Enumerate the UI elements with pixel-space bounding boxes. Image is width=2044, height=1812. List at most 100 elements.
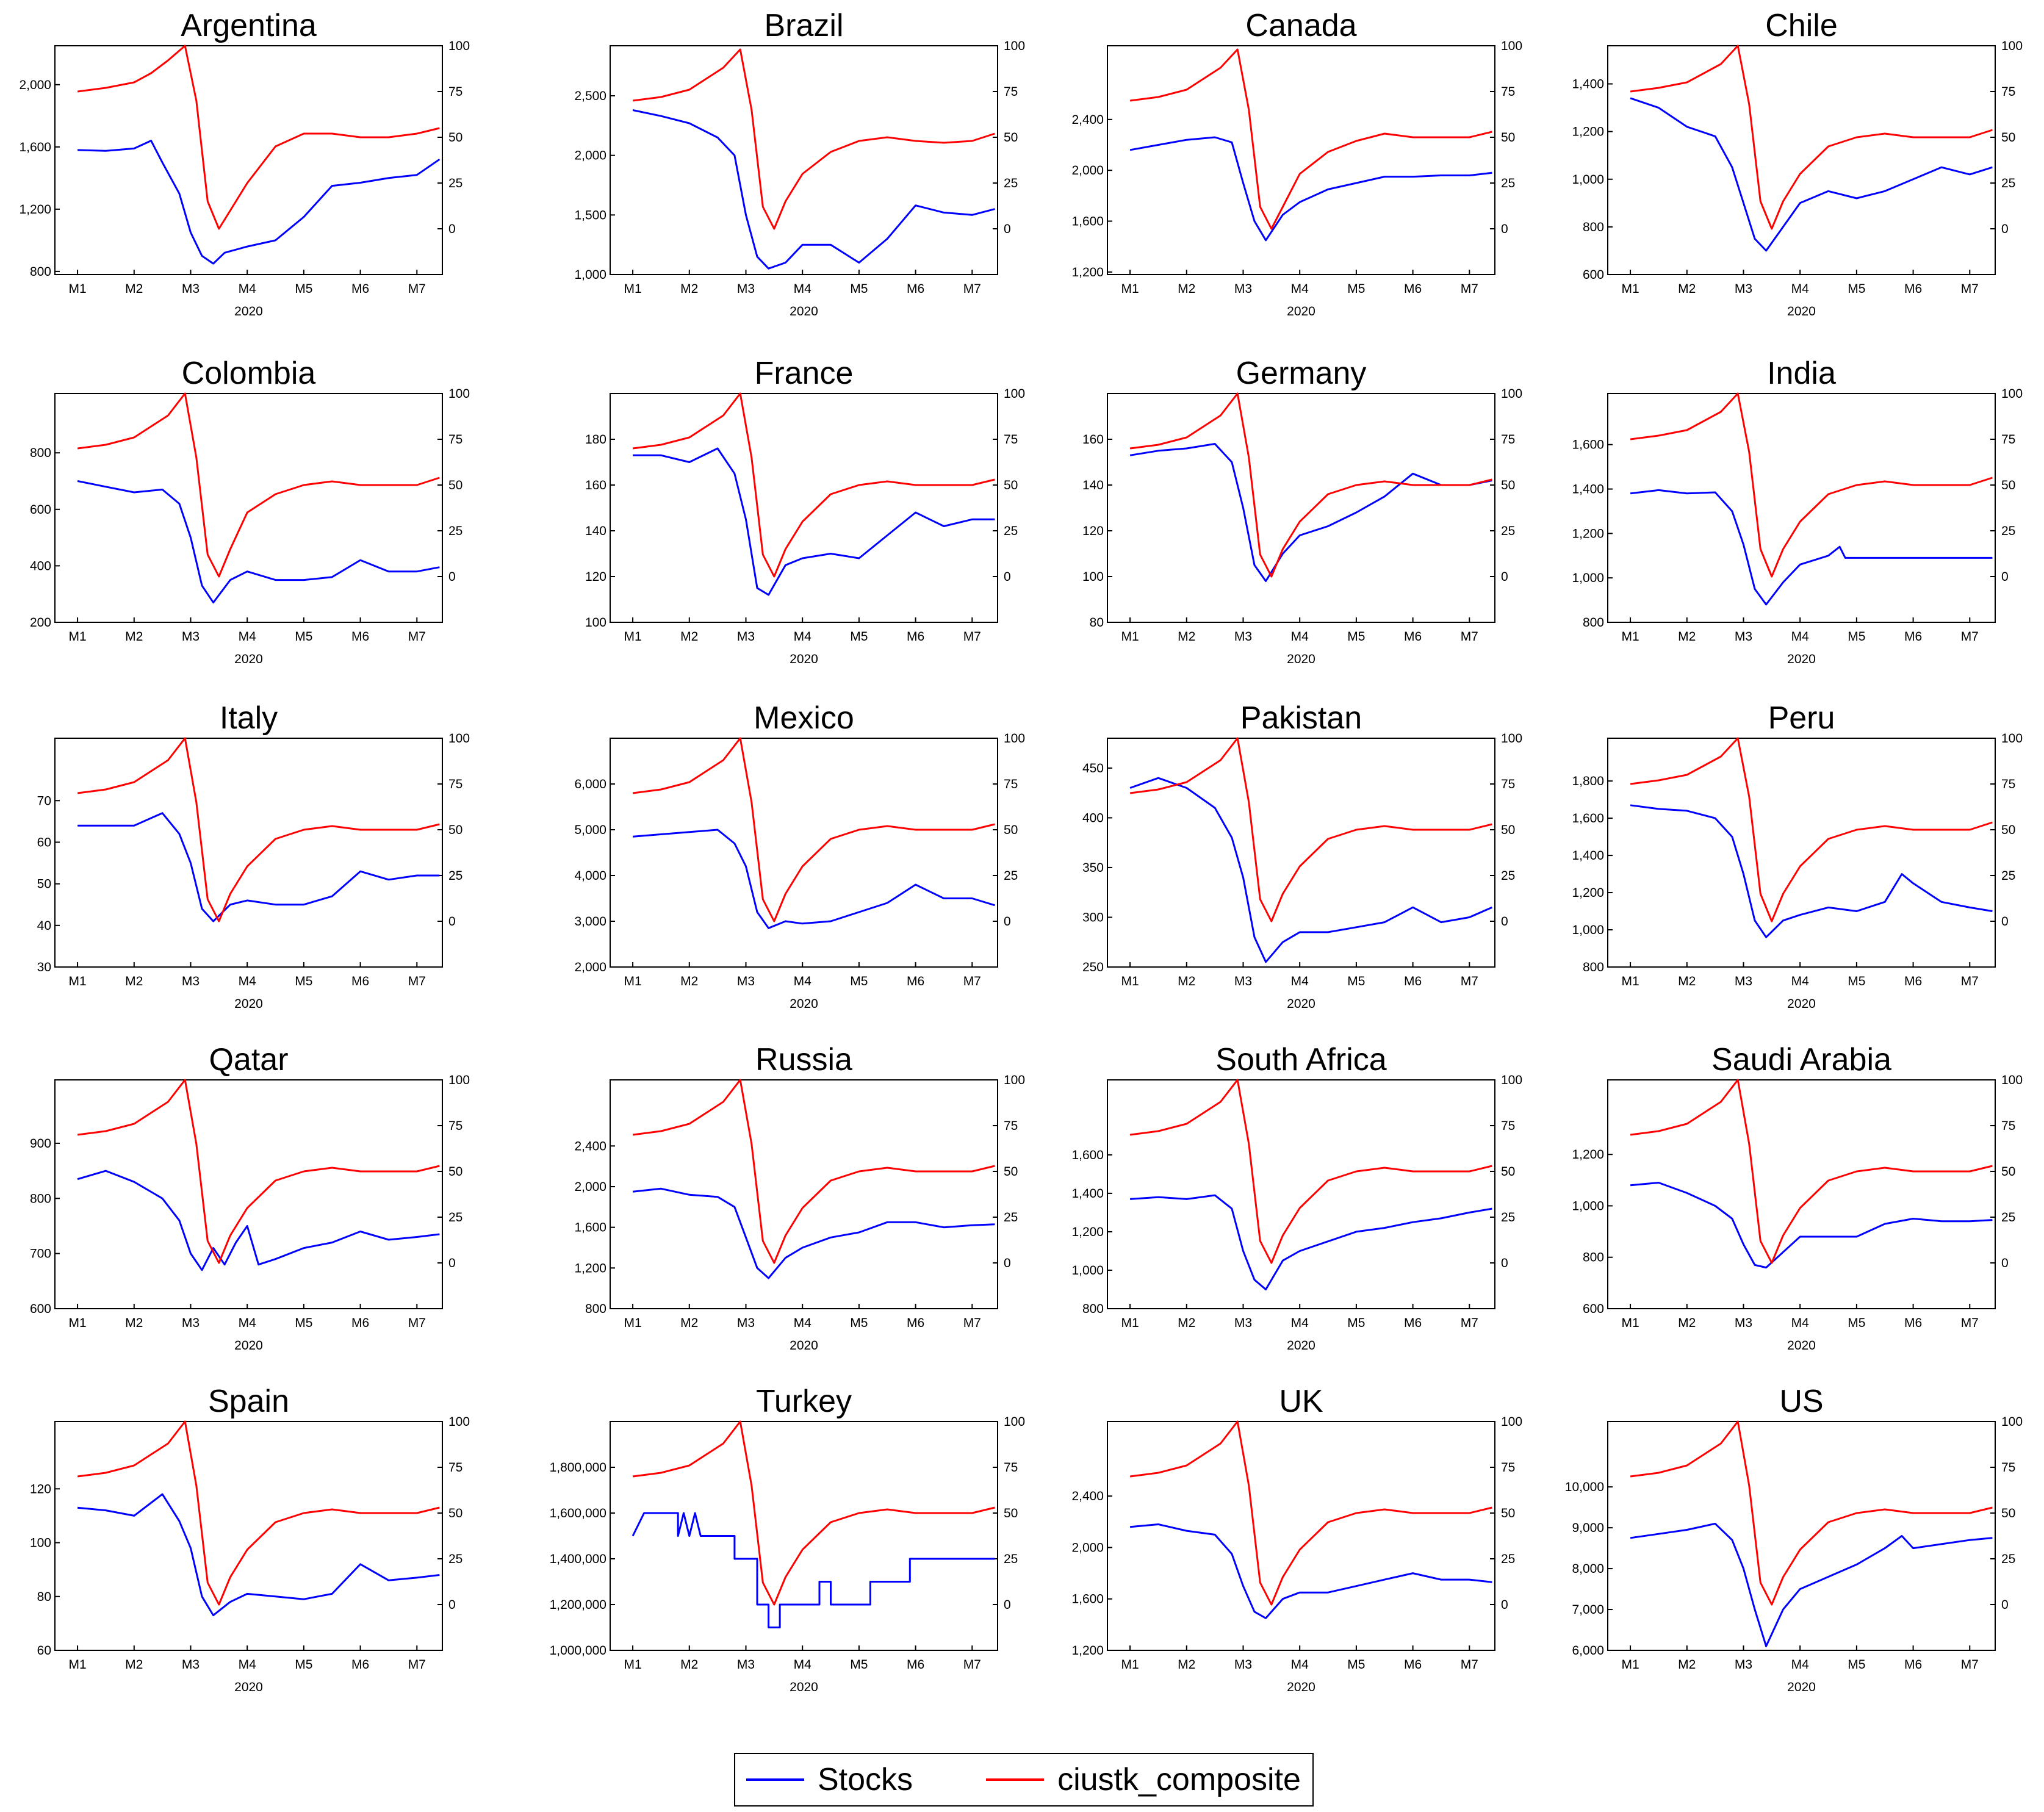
left-tick-label: 1,600 <box>1071 1592 1104 1606</box>
left-tick-label: 140 <box>1082 478 1104 492</box>
x-tick-label: M3 <box>1234 1658 1252 1672</box>
right-tick-label: 25 <box>2001 1210 2015 1224</box>
x-tick-label: M1 <box>1121 974 1139 988</box>
x-axis-label: 2020 <box>234 652 263 666</box>
right-tick-label: 100 <box>2001 39 2023 53</box>
left-tick-label: 3,000 <box>574 915 606 929</box>
left-tick-label: 2,400 <box>1071 1489 1104 1503</box>
right-tick-label: 0 <box>1004 915 1011 929</box>
right-tick-label: 0 <box>448 570 456 584</box>
x-tick-label: M6 <box>351 1658 369 1672</box>
series-line-composite <box>1630 737 1993 922</box>
x-tick-label: M6 <box>907 1658 924 1672</box>
x-tick-label: M7 <box>1961 630 1979 644</box>
series-line-composite <box>632 1420 995 1606</box>
x-tick-label: M4 <box>1791 974 1809 988</box>
right-tick-label: 50 <box>1501 478 1515 492</box>
left-tick-label: 60 <box>37 1644 51 1658</box>
right-tick-label: 50 <box>448 823 462 837</box>
x-tick-label: M2 <box>680 282 698 296</box>
series-line-stocks <box>632 829 995 929</box>
x-tick-label: M7 <box>408 1316 426 1330</box>
x-tick-label: M3 <box>737 1316 755 1330</box>
x-tick-label: M2 <box>1178 1316 1195 1330</box>
series-line-composite <box>77 45 440 230</box>
left-tick-label: 1,800,000 <box>550 1461 606 1475</box>
series-line-stocks <box>1630 1522 1993 1647</box>
x-tick-label: M5 <box>850 282 868 296</box>
panel-title: Germany <box>1236 356 1367 391</box>
right-tick-label: 75 <box>1501 433 1515 447</box>
right-tick-label: 75 <box>1004 1461 1018 1475</box>
x-tick-label: M6 <box>907 282 924 296</box>
right-tick-label: 75 <box>448 433 462 447</box>
series-line-composite <box>1129 48 1492 230</box>
right-tick-label: 25 <box>2001 1552 2015 1566</box>
x-tick-label: M2 <box>680 1658 698 1672</box>
left-tick-label: 9,000 <box>1572 1521 1604 1535</box>
x-tick-label: M3 <box>182 282 200 296</box>
x-tick-label: M5 <box>1347 630 1365 644</box>
x-tick-label: M5 <box>295 282 312 296</box>
left-tick-label: 400 <box>30 559 51 573</box>
panel-title: Peru <box>1768 700 1835 736</box>
right-tick-label: 75 <box>2001 85 2015 99</box>
x-tick-label: M6 <box>1904 1316 1922 1330</box>
right-tick-label: 75 <box>448 85 462 99</box>
panel-title: Spain <box>208 1384 289 1419</box>
right-tick-label: 50 <box>448 131 462 145</box>
left-tick-label: 1,000,000 <box>550 1644 606 1658</box>
x-axis-label: 2020 <box>790 1339 818 1353</box>
series-line-composite <box>1630 392 1993 578</box>
plot-frame <box>610 393 998 623</box>
right-tick-label: 75 <box>1004 85 1018 99</box>
right-tick-label: 100 <box>2001 732 2023 746</box>
left-tick-label: 350 <box>1082 861 1104 875</box>
panel-title: Mexico <box>754 700 854 736</box>
right-tick-label: 100 <box>448 1073 470 1087</box>
x-tick-label: M4 <box>239 282 256 296</box>
plot-frame <box>54 393 443 623</box>
left-tick-label: 160 <box>1082 433 1104 447</box>
right-tick-label: 50 <box>1501 823 1515 837</box>
right-tick-label: 25 <box>1501 1552 1515 1566</box>
x-tick-label: M5 <box>295 1316 312 1330</box>
x-tick-label: M7 <box>963 974 981 988</box>
series-line-stocks <box>1129 1523 1492 1619</box>
right-tick-label: 0 <box>2001 915 2009 929</box>
x-tick-label: M4 <box>1291 630 1309 644</box>
panel-chile: Chile 600 800 1,000 1,200 1,400 0 25 50 75 100 M1 M2… <box>1572 8 2023 318</box>
plot-frame <box>1107 45 1495 275</box>
right-tick-label: 75 <box>1501 1461 1515 1475</box>
right-tick-label: 100 <box>448 1415 470 1429</box>
series-line-stocks <box>1129 777 1493 963</box>
right-tick-label: 25 <box>1004 869 1018 883</box>
left-tick-label: 100 <box>30 1536 51 1550</box>
series-line-stocks <box>1129 136 1492 242</box>
left-tick-label: 2,000 <box>574 1180 606 1194</box>
right-tick-label: 100 <box>448 387 470 401</box>
right-tick-label: 0 <box>1501 1598 1508 1612</box>
left-tick-label: 30 <box>37 960 51 974</box>
left-tick-label: 1,200 <box>1572 1148 1604 1162</box>
x-tick-label: M5 <box>850 1658 868 1672</box>
panel-turkey: Turkey 1,000,000 1,200,000 1,400,000 1,600,0… <box>550 1384 1025 1694</box>
x-tick-label: M7 <box>1961 282 1979 296</box>
left-tick-label: 1,200 <box>1572 125 1604 139</box>
right-tick-label: 100 <box>2001 1415 2023 1429</box>
plot-frame <box>54 45 443 275</box>
x-axis-label: 2020 <box>1787 1680 1816 1694</box>
plot-frame <box>1607 1421 1996 1651</box>
left-tick-label: 1,200 <box>1071 1225 1104 1239</box>
x-axis-label: 2020 <box>1787 304 1816 318</box>
plot-frame <box>1107 738 1495 968</box>
x-tick-label: M1 <box>624 1316 641 1330</box>
right-tick-label: 0 <box>1501 1256 1508 1270</box>
left-tick-label: 1,200 <box>574 1261 606 1275</box>
x-tick-label: M6 <box>351 974 369 988</box>
right-tick-label: 75 <box>1501 1119 1515 1133</box>
left-tick-label: 1,600 <box>574 1221 606 1235</box>
x-tick-label: M4 <box>1791 1658 1809 1672</box>
x-tick-label: M5 <box>850 1316 868 1330</box>
